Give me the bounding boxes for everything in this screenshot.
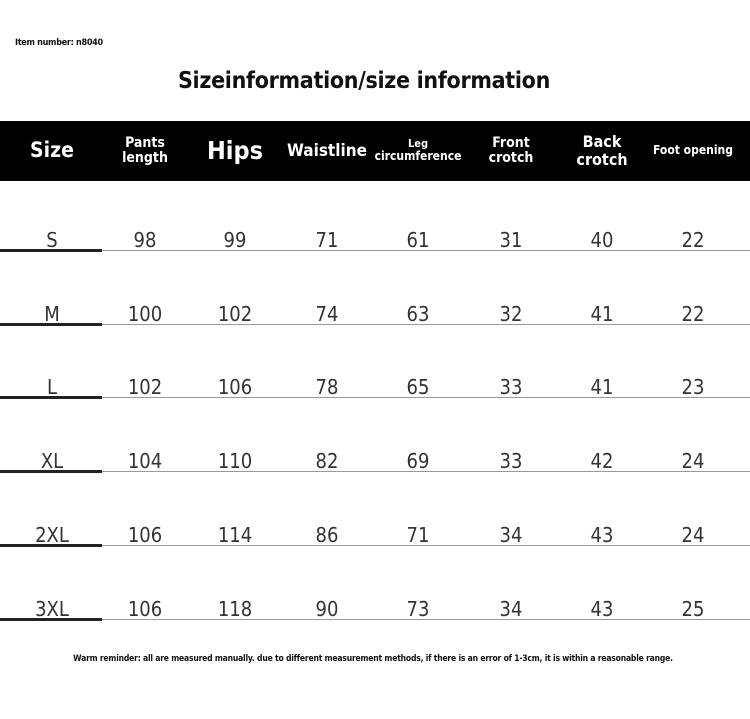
table-cell: 73: [406, 596, 430, 621]
header-line: length: [122, 150, 168, 166]
column-header: Size: [30, 121, 74, 181]
table-row: L 102 106 78 65 33 41 23: [0, 347, 750, 421]
table-cell: 32: [499, 301, 523, 326]
table-cell: 102: [127, 375, 163, 400]
table-cell: 71: [315, 228, 339, 252]
header-line: crotch: [488, 150, 534, 166]
table-cell: 100: [127, 301, 163, 326]
header-line: circumference: [374, 149, 462, 164]
header-line: Pants: [125, 134, 165, 151]
table-row: XL 104 110 82 69 33 42 24: [0, 421, 750, 495]
table-row: 3XL 106 118 90 73 34 43 25: [0, 569, 750, 643]
table-cell: 99: [223, 228, 247, 252]
table-cell: 102: [217, 301, 253, 326]
column-header: Front crotch: [489, 121, 534, 181]
table-cell: 3XL: [35, 596, 69, 621]
table-cell: 22: [681, 301, 705, 326]
table-cell: 43: [590, 522, 614, 547]
table-cell: 106: [127, 522, 163, 547]
table-cell: 106: [217, 375, 253, 400]
table-cell: 31: [499, 228, 523, 252]
table-cell: 86: [315, 522, 339, 547]
table-cell: 41: [590, 301, 614, 326]
column-header: Pants length: [122, 121, 168, 181]
table-cell: 74: [315, 301, 339, 326]
table-cell: 33: [499, 375, 523, 400]
table-cell: 118: [217, 596, 253, 621]
row-divider-accent: [0, 322, 102, 326]
table-cell: 71: [406, 522, 430, 547]
row-divider: [0, 323, 750, 325]
table-cell: 33: [499, 449, 523, 474]
table-cell: 104: [127, 449, 163, 474]
row-divider-accent: [0, 470, 102, 474]
table-cell: 2XL: [35, 522, 69, 547]
table-cell: 43: [590, 596, 614, 621]
table-cell: 23: [681, 375, 705, 400]
table-cell: 61: [406, 228, 430, 252]
table-cell: S: [46, 228, 58, 252]
table-cell: 24: [681, 522, 705, 547]
row-divider: [0, 250, 750, 251]
row-divider-accent: [0, 249, 102, 252]
table-cell: 106: [127, 596, 163, 621]
column-header: Leg circumference: [375, 121, 462, 181]
row-divider: [0, 397, 750, 399]
table-cell: M: [44, 301, 60, 326]
table-cell: 114: [217, 522, 253, 547]
table-row: M 100 102 74 63 32 41 22: [0, 274, 750, 348]
row-divider-accent: [0, 396, 102, 400]
row-divider-accent: [0, 543, 102, 547]
table-cell: 65: [406, 375, 430, 400]
table-cell: 90: [315, 596, 339, 621]
row-divider: [0, 544, 750, 546]
header-line: Size: [30, 138, 74, 163]
column-header: Foot opening: [653, 121, 733, 181]
table-cell: 98: [133, 228, 157, 252]
header-line: Leg: [407, 137, 429, 151]
row-divider: [0, 471, 750, 473]
column-header: Back crotch: [576, 121, 627, 181]
page-title: Sizeinformation/size information: [177, 68, 551, 94]
table-cell: 25: [681, 596, 705, 621]
table-cell: 82: [315, 449, 339, 474]
column-header: Hips: [207, 121, 263, 181]
table-cell: 34: [499, 522, 523, 547]
item-number: Item number: n8040: [15, 38, 103, 48]
table-cell: 69: [406, 449, 430, 474]
table-cell: L: [46, 375, 58, 400]
table-cell: 40: [590, 228, 614, 252]
table-cell: 34: [499, 596, 523, 621]
header-line: Back: [582, 132, 622, 152]
table-cell: 110: [217, 449, 253, 474]
table-cell: XL: [40, 449, 64, 474]
row-divider-accent: [0, 617, 102, 621]
column-header: Waistline: [287, 121, 367, 181]
row-divider: [0, 618, 750, 620]
table-cell: 42: [590, 449, 614, 474]
warm-reminder: Warm reminder: all are measured manually…: [73, 654, 673, 664]
table-cell: 78: [315, 375, 339, 400]
header-line: Waistline: [287, 140, 367, 161]
table-header: Size Pants length Hips Waistline Leg circumfer…: [0, 121, 750, 181]
header-line: crotch: [576, 150, 628, 169]
header-line: Foot opening: [653, 143, 733, 158]
table-row: S 98 99 71 61 31 40 22: [0, 200, 750, 274]
table-cell: 41: [590, 375, 614, 400]
header-line: Hips: [206, 136, 264, 166]
header-line: Front: [492, 134, 530, 151]
table-cell: 24: [681, 449, 705, 474]
table-cell: 22: [681, 228, 705, 252]
table-cell: 63: [406, 301, 430, 326]
table-row: 2XL 106 114 86 71 34 43 24: [0, 495, 750, 569]
